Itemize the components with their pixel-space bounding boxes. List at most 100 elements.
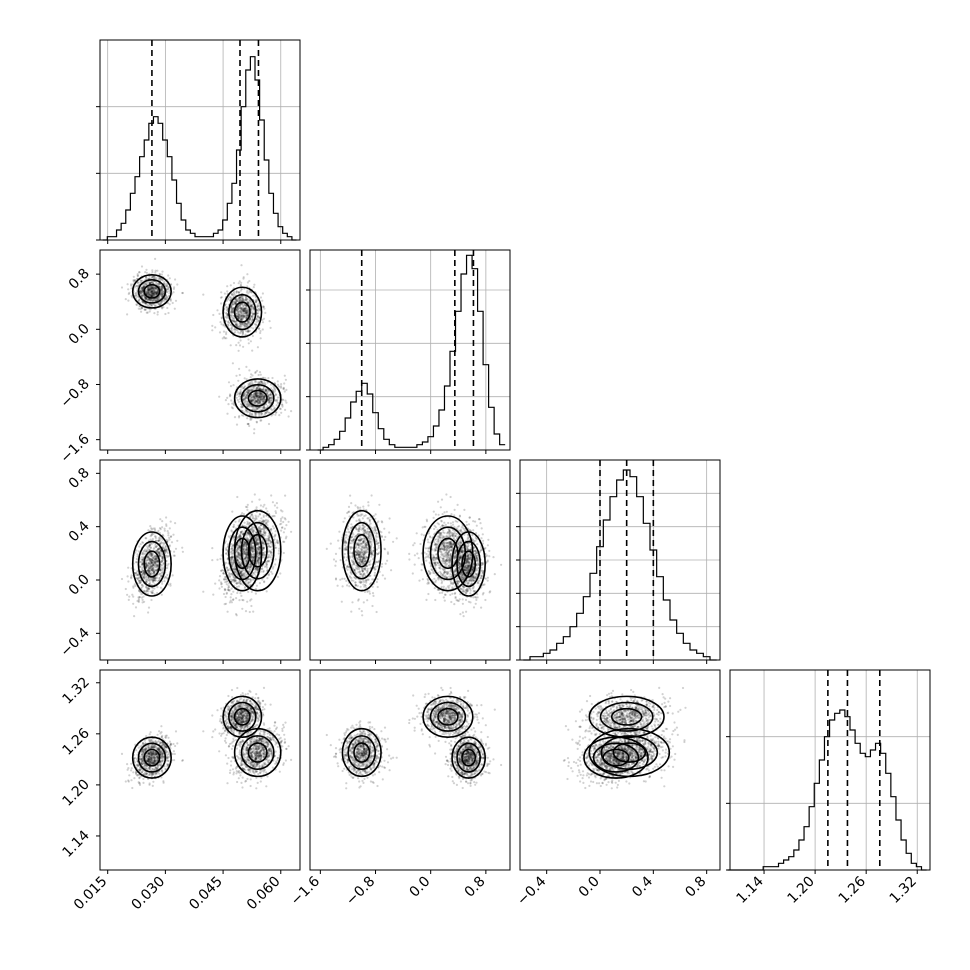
point-1-0-189: [133, 286, 136, 289]
point-2-0-538: [238, 518, 241, 521]
point-2-0-1952: [152, 567, 155, 570]
point-2-0-1284: [272, 565, 275, 568]
point-2-0-2366: [158, 576, 162, 580]
point-1-0-803: [236, 398, 239, 402]
point-2-0-1074: [232, 525, 235, 529]
point-2-0-2158: [151, 561, 154, 564]
point-2-0-1342: [263, 553, 266, 556]
point-1-0-357: [149, 287, 152, 291]
frame-2-0: [99, 459, 301, 661]
point-1-0-37: [162, 291, 165, 294]
point-1-0-57: [242, 312, 245, 315]
point-2-1-34: [383, 527, 386, 530]
point-2-0-1793: [230, 560, 233, 563]
point-1-0-918: [238, 344, 242, 347]
point-1-0-446: [280, 383, 283, 386]
point-2-0-2177: [248, 568, 251, 571]
point-1-0-2307: [230, 406, 233, 409]
point-2-0-2313: [169, 520, 172, 523]
point-2-0-2068: [276, 575, 279, 579]
point-1-0-2179: [239, 284, 242, 287]
point-1-0-1170: [261, 292, 264, 295]
point-1-0-239: [150, 289, 153, 292]
point-1-0-488: [154, 257, 157, 260]
point-2-0-1491: [274, 558, 277, 561]
point-1-0-471: [267, 422, 271, 426]
point-1-0-1990: [226, 323, 229, 326]
point-1-0-2181: [257, 402, 260, 405]
point-1-0-1942: [126, 283, 129, 286]
point-2-0-15: [257, 515, 260, 518]
point-2-0-1492: [165, 516, 168, 519]
point-2-0-1960: [142, 575, 146, 578]
point-2-0-689: [159, 586, 162, 589]
point-1-0-98: [244, 409, 248, 413]
point-1-0-223: [268, 397, 271, 400]
point-1-0-2140: [228, 321, 231, 325]
point-2-0-2212: [130, 576, 133, 579]
point-2-0-1954: [248, 522, 251, 525]
point-1-0-115: [140, 291, 143, 295]
point-1-0-106: [234, 302, 237, 305]
point-2-0-2370: [172, 554, 175, 557]
point-1-0-280: [244, 298, 247, 301]
point-1-0-1988: [260, 398, 263, 401]
point-2-0-735: [278, 523, 282, 526]
point-1-0-1559: [127, 292, 130, 296]
point-1-0-818: [245, 365, 248, 368]
point-2-0-1881: [147, 611, 150, 614]
point-2-0-2032: [267, 520, 270, 523]
point-1-0-1310: [174, 278, 177, 281]
point-1-0-1879: [270, 395, 273, 398]
point-2-0-497: [232, 590, 235, 593]
point-2-0-2373: [269, 550, 272, 553]
point-1-0-2239: [240, 264, 243, 267]
point-2-0-903: [165, 576, 168, 579]
point-1-0-2346: [252, 401, 255, 404]
point-1-0-2309: [256, 407, 259, 410]
point-1-0-1323: [259, 331, 262, 335]
point-1-0-112: [253, 396, 256, 399]
point-1-0-25: [252, 327, 255, 330]
point-1-0-1560: [212, 313, 215, 317]
point-2-0-2322: [228, 589, 231, 592]
point-1-0-2052: [284, 378, 287, 381]
point-1-0-2212: [130, 283, 133, 286]
point-1-0-40: [262, 400, 265, 403]
point-1-0-48: [273, 407, 276, 410]
point-1-0-320: [227, 324, 230, 327]
point-1-0-787: [239, 388, 242, 392]
point-1-0-2027: [241, 330, 244, 333]
point-2-0-1561: [282, 551, 285, 555]
point-2-0-879: [138, 545, 141, 548]
point-1-0-1367: [168, 303, 171, 306]
point-1-0-110: [156, 290, 159, 294]
point-2-0-1386: [225, 583, 228, 586]
point-1-0-287: [283, 390, 286, 393]
point-1-0-1079: [220, 291, 223, 294]
point-1-0-2161: [239, 323, 242, 326]
point-1-0-325: [228, 395, 231, 398]
point-1-0-296: [140, 287, 143, 290]
point-2-0-610: [246, 506, 249, 509]
point-1-0-199: [155, 293, 158, 296]
point-1-0-2072: [150, 303, 153, 307]
point-1-0-137: [166, 296, 169, 299]
point-2-0-1869: [181, 550, 184, 553]
point-1-0-613: [127, 299, 130, 302]
point-1-0-2214: [135, 294, 138, 297]
point-1-0-335: [242, 310, 245, 313]
point-1-0-21: [251, 305, 254, 308]
point-1-0-2195: [254, 393, 257, 397]
point-1-0-2042: [237, 416, 241, 419]
point-1-0-1662: [235, 393, 238, 396]
point-2-0-1759: [140, 586, 143, 589]
point-2-0-560: [135, 557, 138, 561]
point-2-0-2084: [230, 543, 233, 546]
point-1-0-2169: [149, 289, 152, 292]
point-1-0-491: [269, 326, 272, 329]
point-1-0-1390: [237, 349, 240, 352]
point-1-0-2283: [245, 307, 248, 310]
point-1-0-2168: [253, 397, 256, 400]
point-1-0-342: [230, 308, 234, 311]
